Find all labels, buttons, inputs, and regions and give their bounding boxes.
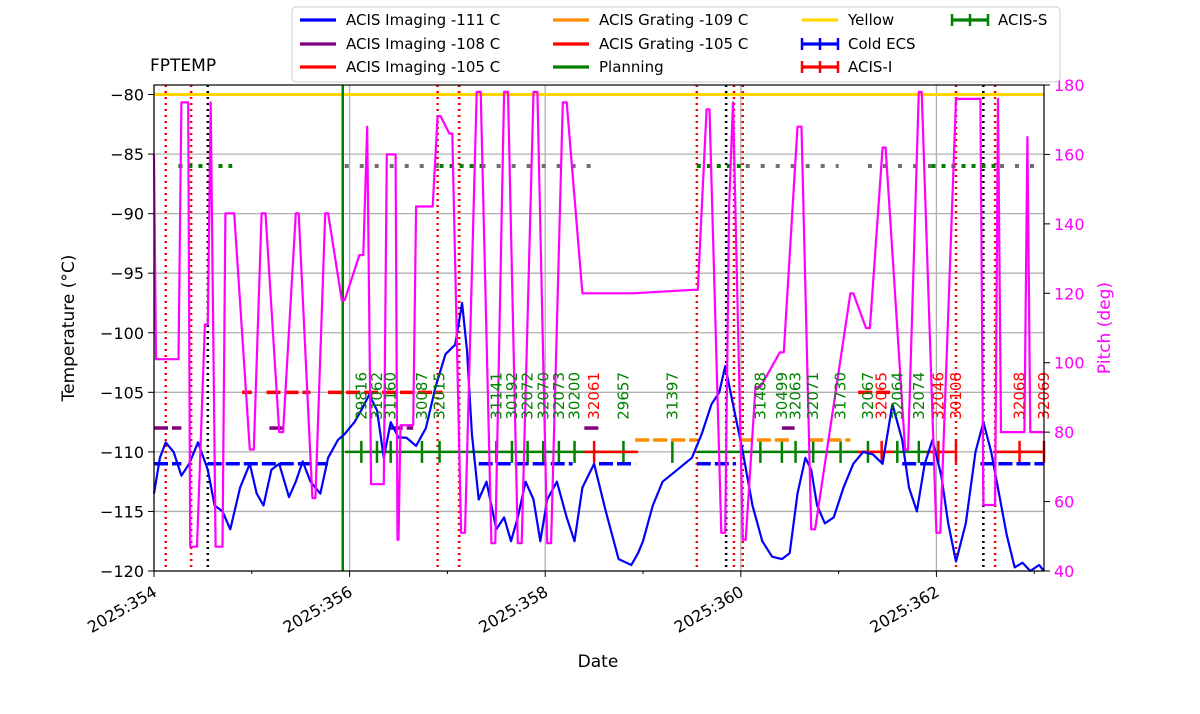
legend: ACIS Imaging -111 C ACIS Imaging -108 C AC… <box>291 6 1061 83</box>
legend-label: Planning <box>599 58 664 76</box>
axes: −80 −85 −90 −95 −100 −105 −110 −115 −1202025:354… <box>84 76 1084 637</box>
legend-label: Cold ECS <box>848 35 916 53</box>
obsid-label: 30200 <box>566 372 584 420</box>
legend-label: ACIS Grating -109 C <box>599 11 748 29</box>
y2-tick-label: 80 <box>1054 423 1074 442</box>
y2-tick-label: 60 <box>1054 493 1074 512</box>
obsid-label: 32071 <box>804 372 822 420</box>
obsid-label: 30087 <box>413 372 431 420</box>
plot-frame <box>153 84 1045 572</box>
obsid-label: 31488 <box>751 372 769 420</box>
y-tick-label: −80 <box>110 86 144 105</box>
obsid-label: 32070 <box>534 372 552 420</box>
obsid-label: 32061 <box>585 372 603 420</box>
obsid-label: 30499 <box>773 372 791 420</box>
y2-tick-label: 120 <box>1054 284 1085 303</box>
temperature-line <box>152 301 1045 573</box>
obsid-label: 32072 <box>519 372 537 420</box>
series-lines <box>152 90 1045 573</box>
obsid-label: 31160 <box>382 372 400 420</box>
obsid-label: 29816 <box>352 372 370 420</box>
obsid-label: 32068 <box>1011 372 1029 420</box>
legend-label: ACIS Imaging -108 C <box>346 35 500 53</box>
legend-label: ACIS-S <box>998 11 1047 29</box>
legend-label: ACIS Imaging -105 C <box>346 58 500 76</box>
obsid-label: 32074 <box>910 372 928 420</box>
x-axis-label: Date <box>578 652 619 672</box>
y2-tick-label: 100 <box>1054 354 1085 373</box>
obsid-label: 32065 <box>873 372 891 420</box>
y-tick-label: −95 <box>110 264 144 283</box>
y-tick-label: −110 <box>100 443 144 462</box>
y2-tick-label: 40 <box>1054 562 1074 581</box>
obsid-label: 30192 <box>503 372 521 420</box>
limit-bands <box>154 85 1046 571</box>
y2-tick-label: 180 <box>1054 76 1085 95</box>
y2-tick-label: 160 <box>1054 145 1085 164</box>
legend-box <box>291 6 1061 83</box>
y-tick-label: −85 <box>110 145 144 164</box>
x-tick-label: 2025:356 <box>280 582 356 637</box>
obsid-label: 30108 <box>947 372 965 420</box>
grid-lines <box>153 85 1044 572</box>
y2-tick-label: 140 <box>1054 215 1085 234</box>
legend-label: ACIS-I <box>848 58 892 76</box>
y-tick-label: −105 <box>100 383 144 402</box>
obsid-label: 31730 <box>832 372 850 420</box>
legend-label: ACIS Imaging -111 C <box>346 11 500 29</box>
obsid-label: 32063 <box>787 372 805 420</box>
obsid-label: 32046 <box>929 372 947 420</box>
obsid-label: 31141 <box>487 372 505 420</box>
pitch-line <box>152 90 1044 548</box>
x-tick-label: 2025:362 <box>867 582 943 637</box>
obsid-label: 32064 <box>888 372 906 420</box>
chart-title: FPTEMP <box>150 56 216 76</box>
x-tick-label: 2025:354 <box>84 582 160 637</box>
legend-label: Yellow <box>847 11 894 29</box>
y-tick-label: −100 <box>100 324 144 343</box>
x-tick-label: 2025:358 <box>475 582 551 637</box>
y-tick-label: −120 <box>100 562 144 581</box>
obsid-label: 31397 <box>663 372 681 420</box>
y-axis-label: Temperature (°C) <box>59 255 79 403</box>
obsid-label: 29657 <box>614 372 632 420</box>
legend-label: ACIS Grating -105 C <box>599 35 748 53</box>
y-tick-label: −90 <box>110 205 144 224</box>
y2-axis-label: Pitch (deg) <box>1095 282 1115 374</box>
x-tick-label: 2025:360 <box>671 582 747 637</box>
y-tick-label: −115 <box>100 502 144 521</box>
obsid-label: 32073 <box>550 372 568 420</box>
obsid-label: 31062 <box>368 372 386 420</box>
obsid-label: 32015 <box>431 372 449 420</box>
obsid-label: 32067 <box>859 372 877 420</box>
